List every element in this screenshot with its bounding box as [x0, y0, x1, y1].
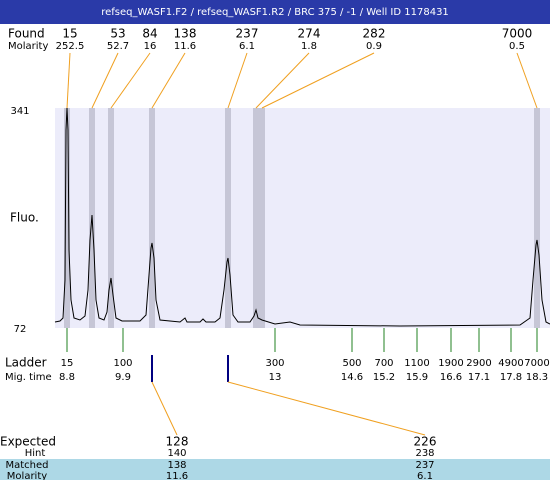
ladder-time: 17.1 [468, 372, 490, 383]
ladder-time: 15.9 [406, 372, 428, 383]
matched-label: Matched [5, 460, 48, 471]
ladder-size: 4900 [498, 358, 523, 369]
found-molarity: 1.8 [301, 41, 317, 52]
trace [54, 107, 550, 327]
time-label: Mig. time [5, 372, 52, 383]
found-molarity: 52.7 [107, 41, 129, 52]
found-molarity: 11.6 [174, 41, 196, 52]
peak-band [259, 108, 265, 328]
found-molarity: 0.5 [509, 41, 525, 52]
title-bar [0, 0, 550, 24]
y-min: 72 [14, 324, 27, 335]
ladder-time: 16.6 [440, 372, 462, 383]
found-size: 15 [62, 27, 77, 41]
peak-connector [151, 52, 186, 109]
ladder-size: 700 [374, 358, 393, 369]
ladder-time: 9.9 [115, 372, 131, 383]
peak-band [225, 108, 231, 328]
ladder-time: 8.8 [59, 372, 75, 383]
expected-size: 128 [166, 435, 189, 449]
peak-band [534, 108, 540, 328]
peak-band [64, 108, 70, 328]
ladder-size: 7000 [524, 358, 549, 369]
peak-connector [516, 52, 538, 109]
ladder-time: 14.6 [341, 372, 363, 383]
ladder-size: 1100 [404, 358, 429, 369]
expected-connector [227, 381, 426, 436]
found-size: 7000 [502, 27, 533, 41]
title: refseq_WASF1.F2 / refseq_WASF1.R2 / BRC … [101, 7, 449, 18]
ladder-label: Ladder [5, 356, 47, 370]
peak-connector [66, 52, 71, 109]
expected-matched: 237 [415, 460, 434, 471]
found-molarity: 0.9 [366, 41, 382, 52]
peak-band [253, 108, 259, 328]
found-size: 84 [142, 27, 157, 41]
found-label: Found [8, 27, 45, 41]
expected-molarity: 6.1 [417, 471, 433, 480]
expected-label: Expected [0, 435, 56, 449]
found-size: 282 [363, 27, 386, 41]
peak-connector [227, 52, 248, 109]
ladder-time: 13 [269, 372, 282, 383]
ladder-time: 18.3 [526, 372, 548, 383]
expected-hint: 140 [167, 448, 186, 459]
found-molarity: 6.1 [239, 41, 255, 52]
found-molarity: 16 [144, 41, 157, 52]
hint-label: Hint [25, 448, 46, 459]
ladder-size: 2900 [466, 358, 491, 369]
plot-area [55, 108, 550, 328]
peak-connector [91, 52, 119, 109]
expected-hint: 238 [415, 448, 434, 459]
ladder-size: 300 [265, 358, 284, 369]
ladder-size: 15 [61, 358, 74, 369]
peak-connector [255, 52, 310, 109]
found-size: 53 [110, 27, 125, 41]
expected-connector [151, 381, 178, 436]
peak-band [108, 108, 114, 328]
found-size: 274 [298, 27, 321, 41]
peak-connector [110, 52, 151, 109]
matched-band [0, 459, 550, 480]
found-size: 138 [174, 27, 197, 41]
expected-size: 226 [414, 435, 437, 449]
y-label: Fluo. [10, 211, 39, 225]
ladder-size: 100 [113, 358, 132, 369]
ladder-size: 1900 [438, 358, 463, 369]
peak-connector [261, 52, 375, 109]
ladder-time: 17.8 [500, 372, 522, 383]
molarity-label: Molarity [8, 41, 48, 52]
expected-matched: 138 [167, 460, 186, 471]
y-max: 341 [10, 106, 29, 117]
peak-band [149, 108, 155, 328]
expected-molarity: 11.6 [166, 471, 188, 480]
found-size: 237 [236, 27, 259, 41]
exp-molarity-label: Molarity [7, 471, 47, 480]
ladder-size: 500 [342, 358, 361, 369]
found-molarity: 252.5 [56, 41, 85, 52]
ladder-time: 15.2 [373, 372, 395, 383]
